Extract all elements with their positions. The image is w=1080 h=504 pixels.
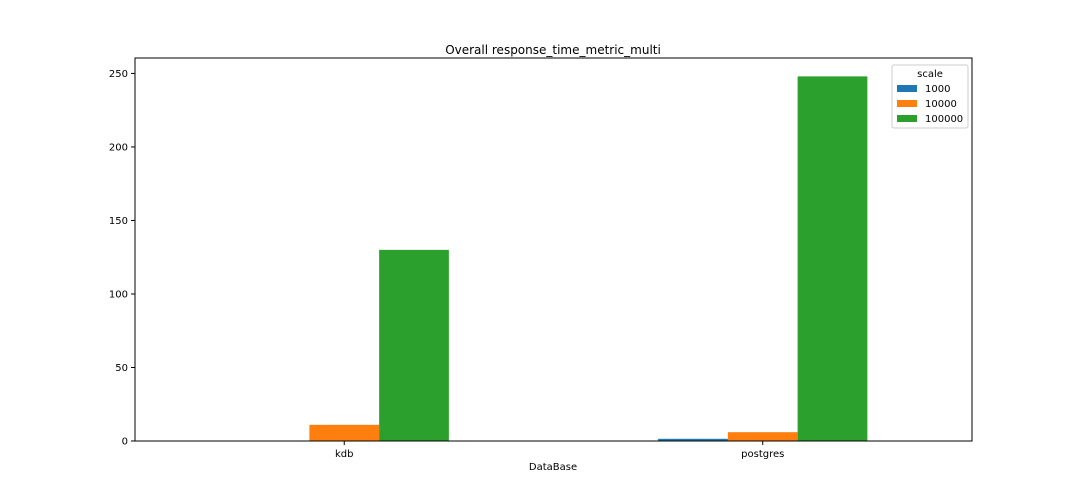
bar-postgres-10000 bbox=[727, 432, 798, 441]
legend-label-100000: 100000 bbox=[925, 114, 963, 125]
legend: scale 1000 10000 100000 bbox=[891, 64, 969, 129]
y-tick-label: 200 bbox=[109, 142, 128, 153]
legend-label-1000: 1000 bbox=[925, 84, 950, 95]
x-tick-label: kdb bbox=[335, 449, 354, 460]
bar-postgres-100000 bbox=[797, 76, 868, 442]
legend-label-10000: 10000 bbox=[925, 99, 957, 110]
plot-area-frame bbox=[134, 57, 973, 442]
y-tick-label: 0 bbox=[122, 437, 128, 448]
bar-kdb-100000 bbox=[379, 249, 449, 441]
y-axis: 0 50 100 150 200 250 bbox=[109, 69, 135, 448]
legend-title: scale bbox=[917, 69, 943, 80]
y-tick-label: 100 bbox=[109, 289, 128, 300]
x-axis-label: DataBase bbox=[529, 462, 577, 473]
legend-box bbox=[891, 64, 969, 129]
legend-swatch-10000 bbox=[897, 100, 917, 107]
bar-kdb-10000 bbox=[309, 424, 380, 441]
chart-title: Overall response_time_metric_multi bbox=[445, 43, 661, 57]
y-tick-label: 50 bbox=[115, 363, 128, 374]
y-tick-label: 250 bbox=[109, 69, 128, 80]
x-tick-label: postgres bbox=[741, 449, 784, 460]
x-axis: kdb postgres bbox=[335, 441, 784, 460]
bar-postgres-1000 bbox=[658, 438, 728, 441]
bars-group bbox=[239, 76, 868, 442]
legend-swatch-100000 bbox=[897, 115, 917, 122]
y-tick-label: 150 bbox=[109, 216, 128, 227]
legend-swatch-1000 bbox=[897, 85, 917, 92]
legend-items: 1000 10000 100000 bbox=[897, 84, 963, 125]
